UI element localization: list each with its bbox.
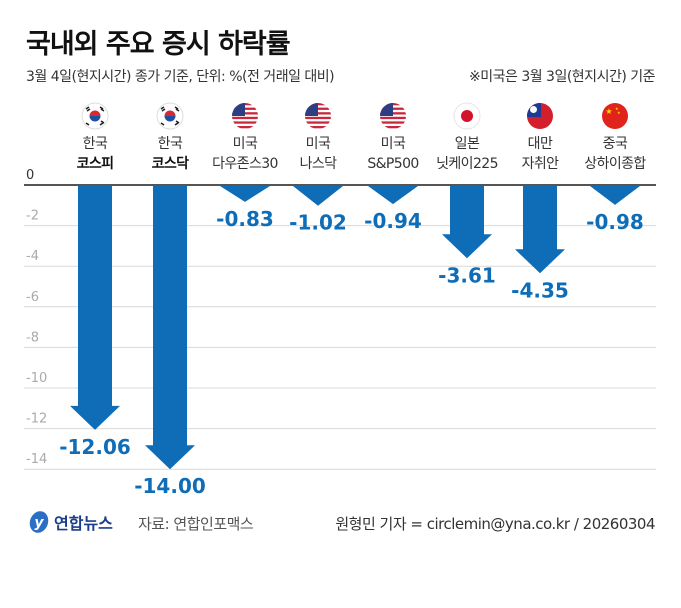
index-label: 코스피 — [76, 156, 114, 172]
down-arrow-bar — [220, 186, 270, 202]
chart-subtitle: 3월 4일(현지시간) 종가 기준, 단위: %(전 거래일 대비) — [26, 69, 335, 85]
category-header: ★ ★ ★ 중국 상하이종합 — [575, 102, 655, 174]
chart-title: 국내외 주요 증시 하락률 — [26, 29, 291, 60]
country-label: 한국 — [82, 136, 108, 152]
category-header: 미국 S&P500 — [353, 102, 433, 174]
japan-flag-icon — [453, 102, 481, 130]
author-credit: 원형민 기자 = circlemin@yna.co.kr / 20260304 — [335, 515, 655, 533]
country-label: 미국 — [232, 136, 258, 152]
country-label: 미국 — [380, 136, 406, 152]
index-label: 나스닥 — [299, 156, 337, 172]
svg-text:★: ★ — [617, 110, 621, 115]
country-label: 한국 — [157, 136, 183, 152]
value-label: -3.61 — [438, 263, 496, 287]
china-flag-icon: ★ ★★ — [602, 103, 628, 129]
us-flag-icon — [380, 103, 406, 129]
value-label: -12.06 — [59, 435, 131, 459]
value-label: -0.98 — [586, 210, 644, 234]
korea-flag-icon — [156, 102, 184, 130]
y-tick-label: -14 — [26, 452, 47, 467]
category-header: 일본 닛케이225 — [427, 102, 507, 174]
y-tick-label: -12 — [26, 412, 47, 427]
y-tick-label: -8 — [26, 330, 39, 345]
down-arrow-bar — [442, 186, 492, 259]
value-label: -14.00 — [134, 474, 206, 498]
index-label: 닛케이225 — [436, 156, 498, 172]
korea-flag-icon — [81, 102, 109, 130]
value-label: -0.83 — [216, 207, 274, 231]
down-arrow-bar — [70, 186, 120, 430]
down-arrow-bar — [368, 186, 418, 205]
y-tick-label: -6 — [26, 290, 39, 305]
logo-text: 연합뉴스 — [54, 514, 113, 533]
index-label: 상하이종합 — [584, 156, 646, 172]
value-label: -0.94 — [364, 209, 422, 233]
down-arrow-bar — [145, 186, 195, 470]
category-header: 미국 나스닥 — [278, 102, 358, 174]
yonhap-logo: y 연합뉴스 — [28, 510, 113, 534]
down-arrow-bar — [590, 186, 640, 205]
svg-text:y: y — [34, 515, 44, 531]
index-label: 다우존스30 — [212, 156, 278, 172]
country-label: 미국 — [305, 136, 331, 152]
chart-note: ※미국은 3월 3일(현지시간) 기준 — [469, 69, 656, 85]
y-tick-label: 0 — [26, 168, 34, 183]
country-label: 대만 — [527, 136, 553, 152]
value-label: -4.35 — [511, 278, 569, 302]
us-flag-icon — [305, 103, 331, 129]
category-header: 한국 코스피 — [55, 102, 135, 174]
down-arrow-bar — [515, 186, 565, 274]
source-text: 자료: 연합인포맥스 — [138, 515, 254, 533]
index-label: S&P500 — [367, 156, 419, 172]
index-label: 코스닥 — [151, 156, 189, 172]
taiwan-flag-icon — [527, 103, 553, 129]
category-header: 미국 다우존스30 — [205, 102, 285, 174]
y-tick-label: -2 — [26, 209, 39, 224]
y-tick-label: -10 — [26, 371, 47, 386]
y-tick-label: -4 — [26, 249, 39, 264]
yonhap-logo-icon: y — [29, 511, 49, 533]
index-label: 자취안 — [521, 156, 559, 172]
svg-text:★: ★ — [605, 107, 612, 116]
category-header: 한국 코스닥 — [130, 102, 210, 174]
country-label: 중국 — [602, 136, 628, 152]
value-label: -1.02 — [289, 211, 347, 235]
us-flag-icon — [232, 103, 258, 129]
down-arrow-bar — [293, 186, 343, 206]
svg-text:★: ★ — [615, 106, 619, 111]
category-header: 대만 자취안 — [500, 102, 580, 174]
country-label: 일본 — [454, 136, 480, 152]
